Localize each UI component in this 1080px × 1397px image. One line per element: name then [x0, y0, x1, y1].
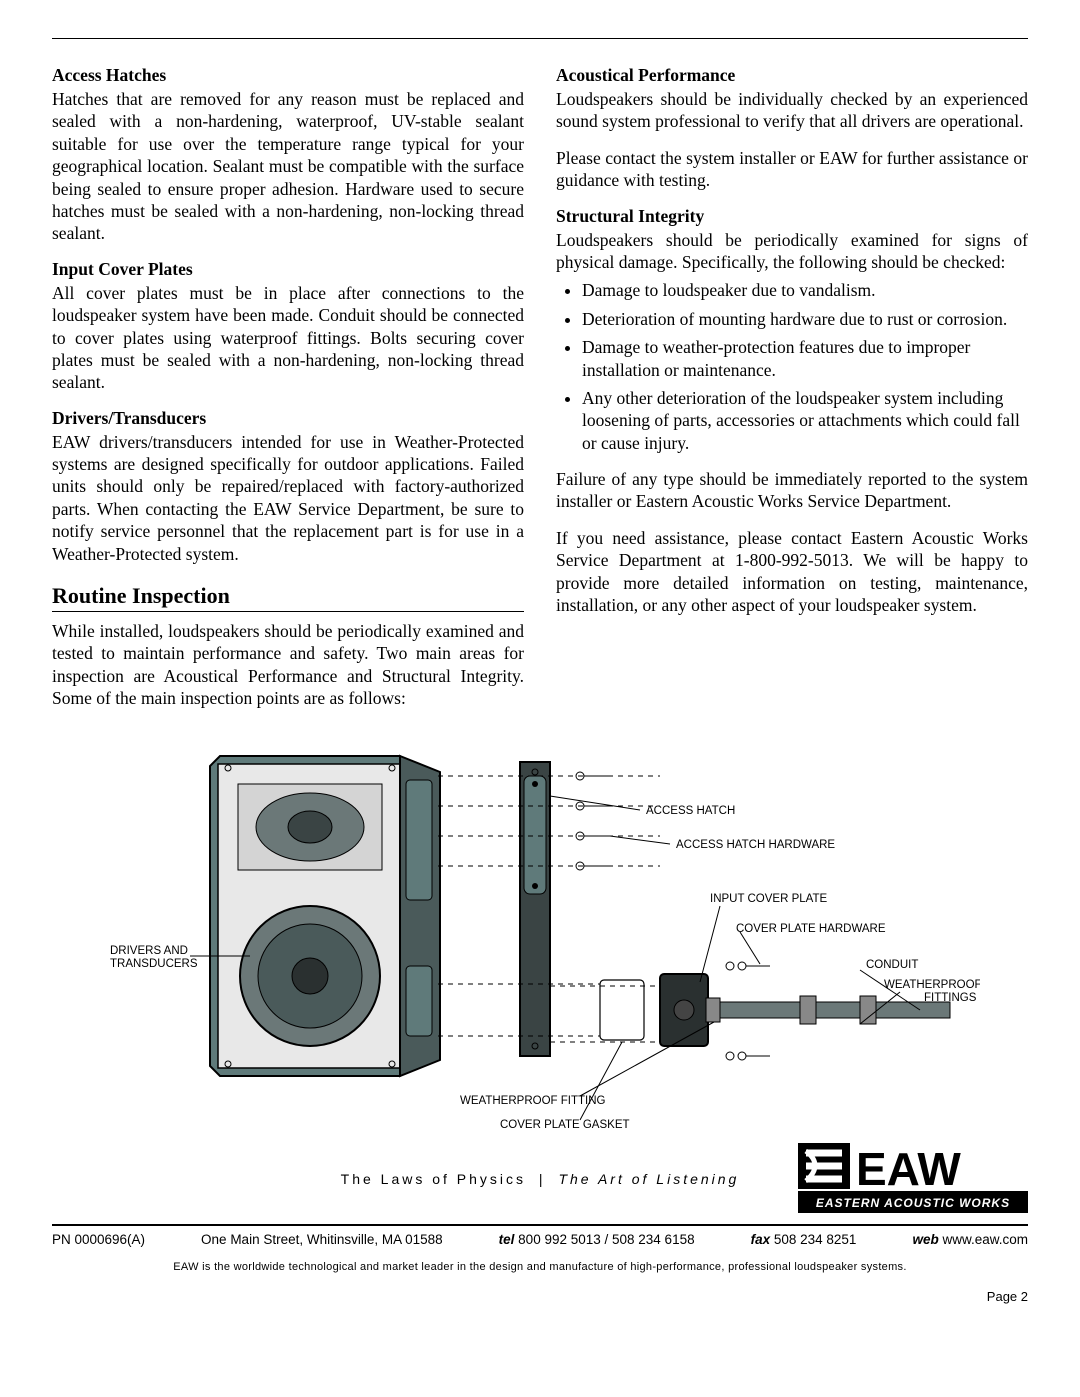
tagline-b: The Art of Listening	[558, 1171, 739, 1187]
label-input-cover-plate: INPUT COVER PLATE	[710, 893, 827, 905]
exploded-diagram: DRIVERS AND TRANSDUCERS ACCESS HATCH ACC…	[52, 736, 1028, 1161]
subhead-input-cover-plates: Input Cover Plates	[52, 259, 524, 280]
footer-rule	[52, 1224, 1028, 1226]
tagline-sep: |	[539, 1171, 546, 1187]
subhead-access-hatches: Access Hatches	[52, 65, 524, 86]
para-failure: Failure of any type should be immediatel…	[556, 468, 1028, 513]
svg-text:EAW: EAW	[856, 1143, 961, 1195]
footer-tel: tel 800 992 5013 / 508 234 6158	[499, 1232, 695, 1247]
footer-addr: One Main Street, Whitinsville, MA 01588	[201, 1232, 443, 1247]
para-routine-inspection: While installed, loudspeakers should be …	[52, 620, 524, 710]
diagram-svg: DRIVERS AND TRANSDUCERS ACCESS HATCH ACC…	[100, 736, 980, 1156]
footer-web: web www.eaw.com	[912, 1232, 1028, 1247]
label-access-hatch-hw: ACCESS HATCH HARDWARE	[676, 839, 835, 851]
para-acoustical-2: Please contact the system installer or E…	[556, 147, 1028, 192]
eaw-logo: EASTERN ACOUSTIC WORKS EAW	[798, 1143, 1028, 1218]
label-access-hatch: ACCESS HATCH	[646, 805, 735, 817]
subhead-acoustical-performance: Acoustical Performance	[556, 65, 1028, 86]
label-weatherproof-fitting: WEATHERPROOF FITTING	[460, 1095, 606, 1107]
para-input-cover-plates: All cover plates must be in place after …	[52, 282, 524, 394]
footnote: EAW is the worldwide technological and m…	[52, 1261, 1028, 1273]
label-cover-plate-hw: COVER PLATE HARDWARE	[736, 923, 886, 935]
right-column: Acoustical Performance Loudspeakers shou…	[556, 57, 1028, 724]
bullet-item: Damage to loudspeaker due to vandalism.	[582, 279, 1028, 301]
label-cover-plate-gasket: COVER PLATE GASKET	[500, 1119, 630, 1131]
label-drivers: DRIVERS AND TRANSDUCERS	[110, 945, 198, 970]
top-rule	[52, 38, 1028, 39]
label-conduit: CONDUIT	[866, 959, 918, 971]
footer-pn: PN 0000696(A)	[52, 1232, 145, 1247]
svg-text:EASTERN ACOUSTIC WORKS: EASTERN ACOUSTIC WORKS	[816, 1196, 1010, 1210]
footer-line: PN 0000696(A) One Main Street, Whitinsvi…	[52, 1232, 1028, 1247]
para-access-hatches: Hatches that are removed for any reason …	[52, 88, 524, 245]
subhead-structural-integrity: Structural Integrity	[556, 206, 1028, 227]
bullet-item: Any other deterioration of the loudspeak…	[582, 387, 1028, 454]
para-assistance: If you need assistance, please contact E…	[556, 527, 1028, 617]
structural-bullets: Damage to loudspeaker due to vandalism. …	[556, 279, 1028, 454]
left-column: Access Hatches Hatches that are removed …	[52, 57, 524, 724]
para-drivers-transducers: EAW drivers/transducers intended for use…	[52, 431, 524, 565]
bullet-item: Deterioration of mounting hardware due t…	[582, 308, 1028, 330]
tagline-a: The Laws of Physics	[341, 1171, 526, 1187]
footer-fax: fax 508 234 8251	[751, 1232, 857, 1247]
label-weatherproof-fittings: WEATHERPROOF FITTINGS	[884, 979, 980, 1004]
page-number: Page 2	[52, 1289, 1028, 1304]
para-acoustical-1: Loudspeakers should be individually chec…	[556, 88, 1028, 133]
para-structural: Loudspeakers should be periodically exam…	[556, 229, 1028, 274]
subhead-drivers-transducers: Drivers/Transducers	[52, 408, 524, 429]
bullet-item: Damage to weather-protection features du…	[582, 336, 1028, 381]
section-routine-inspection: Routine Inspection	[52, 583, 524, 612]
two-column-layout: Access Hatches Hatches that are removed …	[52, 57, 1028, 724]
